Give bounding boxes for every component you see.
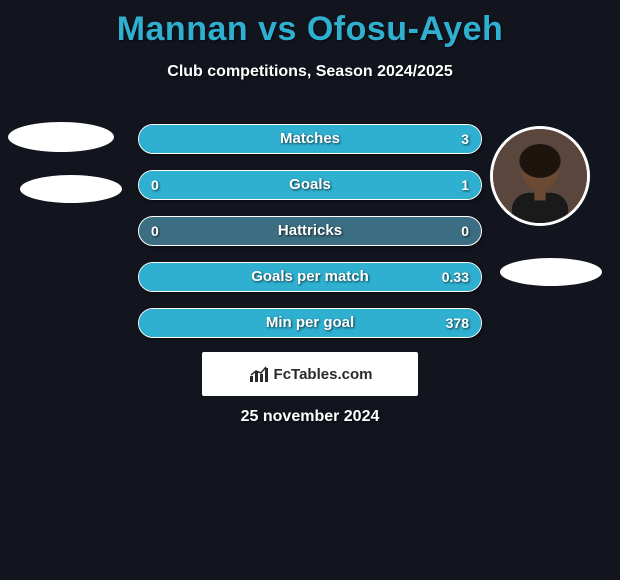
stat-right-value: 1 — [461, 171, 469, 199]
bar-chart-icon — [248, 364, 272, 384]
page-title: Mannan vs Ofosu-Ayeh — [0, 0, 620, 49]
stat-label: Matches — [139, 125, 481, 153]
stat-right-value: 0 — [461, 217, 469, 245]
stat-row-matches: Matches 3 — [138, 124, 482, 154]
stat-right-value: 378 — [446, 309, 469, 337]
blank-ellipse — [20, 175, 122, 203]
stat-row-goals-per-match: Goals per match 0.33 — [138, 262, 482, 292]
blank-ellipse — [500, 258, 602, 286]
stat-right-value: 0.33 — [442, 263, 469, 291]
stat-row-goals: 0 Goals 1 — [138, 170, 482, 200]
source-badge-text: FcTables.com — [274, 366, 373, 383]
source-badge: FcTables.com — [202, 352, 418, 396]
stat-right-value: 3 — [461, 125, 469, 153]
snapshot-date: 25 november 2024 — [0, 408, 620, 426]
stat-row-min-per-goal: Min per goal 378 — [138, 308, 482, 338]
stat-label: Hattricks — [139, 217, 481, 245]
stat-row-hattricks: 0 Hattricks 0 — [138, 216, 482, 246]
player-right-avatar — [490, 126, 590, 226]
avatar-placeholder-icon — [493, 129, 587, 223]
subtitle: Club competitions, Season 2024/2025 — [0, 63, 620, 81]
stat-label: Goals per match — [139, 263, 481, 291]
stats-rows: Matches 3 0 Goals 1 0 Hattricks 0 Goals … — [138, 124, 482, 354]
stat-label: Min per goal — [139, 309, 481, 337]
stat-label: Goals — [139, 171, 481, 199]
blank-ellipse — [8, 122, 114, 152]
